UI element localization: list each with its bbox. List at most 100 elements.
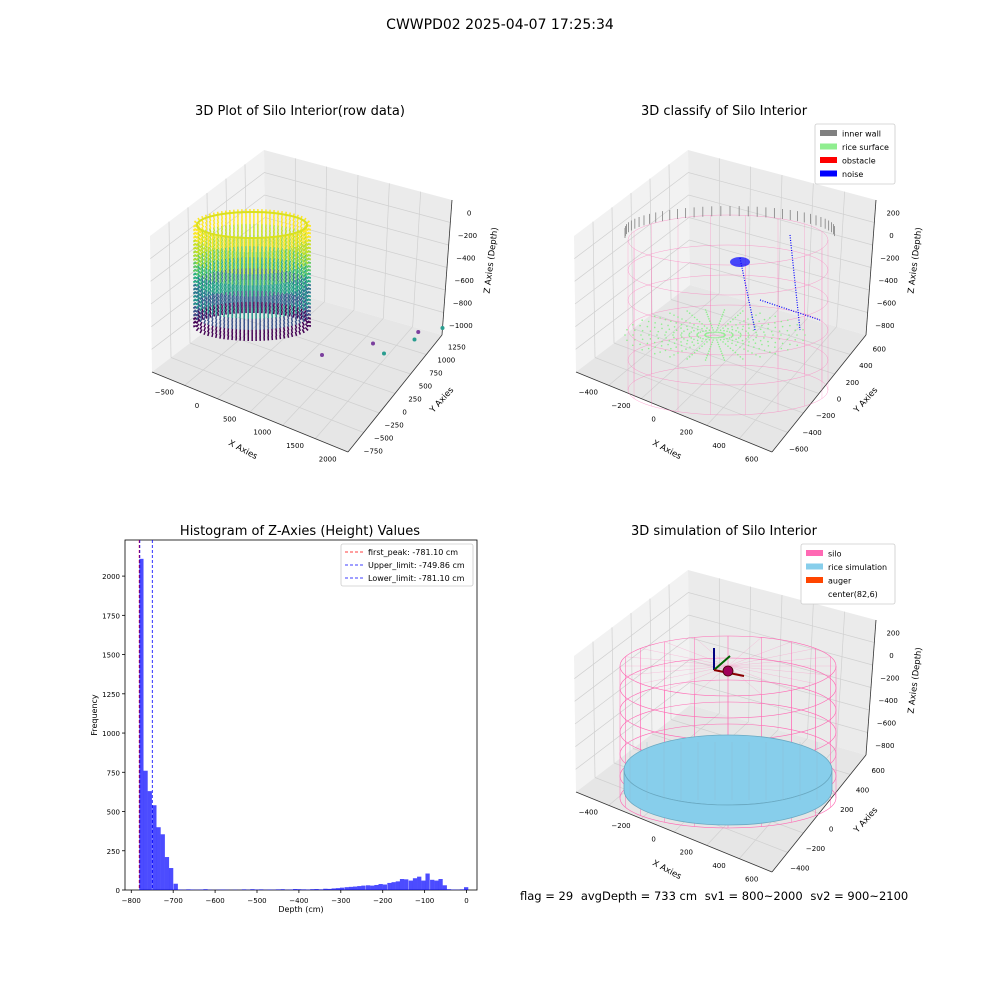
raw-ring — [193, 223, 311, 256]
rice-dot — [665, 331, 667, 333]
rice-dot — [680, 336, 683, 338]
rice-dot — [653, 315, 656, 318]
rice-dot — [731, 328, 734, 331]
rice-dot — [755, 331, 757, 334]
raw-ring — [193, 275, 311, 308]
hist-ytick: 250 — [107, 848, 120, 856]
hist-ytick: 0 — [116, 887, 120, 895]
grid-line — [836, 611, 846, 747]
rice-dot — [717, 331, 719, 334]
hist-bar — [412, 878, 418, 890]
rice-dot — [769, 351, 771, 353]
panel2-legend-label: noise — [842, 170, 863, 179]
rice-dot — [668, 328, 671, 331]
rice-dot — [632, 334, 634, 336]
rice-dot — [706, 313, 709, 316]
rice-dot — [739, 322, 741, 324]
rice-dot — [767, 323, 770, 325]
rice-dot — [686, 339, 689, 342]
hist-legend-label: Lower_limit: -781.10 cm — [368, 574, 465, 583]
rice-dot — [709, 322, 712, 325]
rice-dot — [754, 342, 757, 345]
hist-bar — [438, 879, 443, 890]
panel4-xtick: −200 — [611, 822, 630, 830]
rice-dot — [696, 333, 699, 335]
hist-bar — [164, 857, 170, 890]
panel4-ylabel: Y Axies — [852, 805, 881, 836]
raw-ring — [193, 297, 311, 330]
rice-dot — [718, 322, 721, 325]
rice-dot — [720, 332, 723, 334]
rice-dot — [734, 316, 737, 319]
panel4-xtick: 600 — [745, 875, 758, 883]
rice-side — [623, 769, 833, 826]
hist-bar — [173, 883, 178, 890]
rice-dot — [774, 322, 776, 324]
rice-dot — [747, 332, 750, 334]
rice-dot — [657, 337, 660, 340]
hist-bar — [357, 886, 362, 890]
panel4-xtick: 200 — [680, 849, 693, 857]
rice-dot — [686, 310, 688, 312]
raw-ring — [193, 249, 311, 282]
hist-bar — [421, 880, 426, 890]
rice-dot — [734, 351, 737, 354]
rice-dot — [673, 325, 676, 328]
rice-dot — [804, 334, 806, 336]
panel1-ztick: −1000 — [449, 322, 473, 330]
panel2-ytick: −200 — [816, 412, 835, 420]
raw-ring — [193, 268, 311, 301]
rice-dot — [701, 345, 703, 347]
panel1-zlabel: Z Axies (Depth) — [482, 227, 500, 294]
rice-dot — [697, 336, 700, 338]
silo-spoke — [625, 656, 729, 667]
y-axis-line — [771, 334, 867, 453]
rice-dot — [778, 338, 781, 340]
panel4-zlabel: Z Axies (Depth) — [906, 647, 924, 714]
rice-dot — [743, 320, 745, 322]
rice-dot — [716, 339, 718, 341]
panel4-legend — [800, 543, 896, 605]
rice-dot — [649, 330, 652, 332]
rice-dot — [691, 327, 694, 329]
panel1-ytick: −500 — [374, 435, 393, 443]
panel4-xtick: −400 — [579, 809, 598, 817]
rice-dot — [719, 320, 722, 322]
rice-dot — [787, 349, 789, 351]
rice-dot — [742, 310, 744, 312]
rice-dot — [673, 336, 675, 339]
hist-xtick: 0 — [464, 897, 468, 905]
hist-bar — [275, 889, 281, 890]
hist-bar — [169, 868, 174, 890]
rice-dot — [707, 336, 710, 338]
panel1-ytick: 1000 — [437, 357, 455, 365]
status-sv2: sv2 = 900~2100 — [810, 889, 909, 903]
rice-dot — [712, 339, 714, 341]
rice-dot — [667, 343, 669, 346]
panel2-title: 3D classify of Silo Interior — [640, 104, 808, 119]
panel2-legend — [814, 123, 896, 185]
rice-dot — [732, 318, 734, 321]
rice-dot — [639, 324, 641, 327]
panel2-xtick: 0 — [651, 415, 655, 423]
rice-dot — [758, 347, 760, 350]
panel1-xlabel: X Axies — [227, 438, 260, 462]
rice-dot — [741, 328, 744, 331]
rice-dot — [660, 345, 663, 347]
rice-dot — [759, 356, 761, 358]
rice-dot — [786, 329, 789, 332]
panel4-legend-swatch — [806, 563, 823, 570]
rice-dot — [693, 344, 695, 346]
rice-dot — [721, 313, 724, 316]
rice-dot — [717, 324, 720, 327]
rice-dot — [685, 348, 687, 350]
panel1-ztick: 0 — [467, 209, 471, 217]
raw-ring — [193, 290, 311, 323]
auger-y-arrow — [713, 655, 731, 671]
rice-dot — [794, 338, 797, 341]
rice-dot — [708, 350, 710, 352]
silo-spoke — [625, 665, 729, 676]
panel2-ztick: 200 — [886, 209, 899, 217]
panel2-ztick: −800 — [875, 322, 894, 330]
rice-dot — [721, 315, 723, 318]
